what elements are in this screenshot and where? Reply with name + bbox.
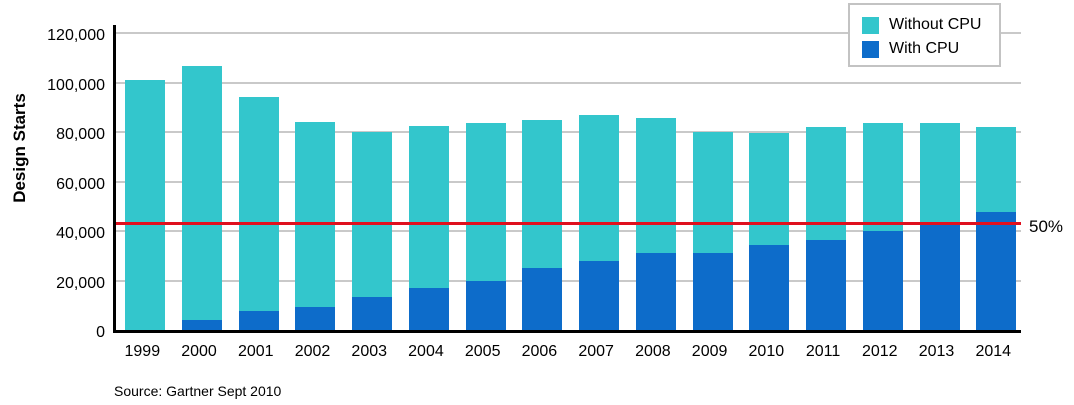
- x-tick-label-2003: 2003: [351, 343, 388, 360]
- gridline-100000: [116, 81, 1021, 84]
- x-tick-label-2007: 2007: [578, 343, 614, 360]
- bar-segment-without-cpu-2009: [692, 132, 733, 254]
- bar-segment-without-cpu-2012: [862, 123, 903, 231]
- x-tick-label-2005: 2005: [464, 343, 501, 360]
- y-tick-label-60000: 60,000: [56, 175, 105, 193]
- bar-segment-without-cpu-2008: [635, 118, 676, 254]
- bar-segment-with-cpu-2009: [692, 253, 733, 330]
- bar-segment-without-cpu-2001: [238, 97, 279, 312]
- bar-segment-without-cpu-2006: [522, 119, 563, 269]
- reference-line-50pct: [116, 221, 1021, 225]
- x-tick-label-2004: 2004: [408, 343, 444, 360]
- gridline-40000: [116, 230, 1021, 232]
- bar-segment-with-cpu-2006: [522, 268, 563, 330]
- x-tick-label-2011: 2011: [805, 343, 841, 360]
- bar-segment-with-cpu-2000: [182, 320, 223, 330]
- bar-segment-without-cpu-2002: [295, 122, 336, 307]
- y-tick-label-80000: 80,000: [56, 126, 105, 143]
- bar-segment-without-cpu-2000: [182, 66, 223, 321]
- with-cpu-swatch-icon: [862, 40, 879, 58]
- source-note: Source: Gartner Sept 2010: [114, 383, 282, 399]
- gridline-80000: [116, 131, 1021, 133]
- bar-segment-without-cpu-2011: [806, 127, 847, 240]
- bar-segment-without-cpu-1999: [125, 80, 166, 330]
- bar-segment-with-cpu-2002: [295, 306, 336, 330]
- x-tick-label-2002: 2002: [294, 343, 331, 360]
- bar-segment-without-cpu-2003: [352, 132, 393, 297]
- x-tick-label-2013: 2013: [918, 343, 955, 360]
- x-tick-label-2008: 2008: [635, 343, 671, 360]
- x-tick-label-2001: 2001: [237, 343, 274, 360]
- legend-label-with-cpu: With CPU: [889, 40, 960, 57]
- without-cpu-swatch-icon: [862, 16, 879, 34]
- reference-line-label: 50%: [1029, 216, 1064, 236]
- bar-segment-with-cpu-2001: [238, 311, 279, 330]
- y-tick-label-20000: 20,000: [56, 274, 105, 292]
- bar-segment-with-cpu-2008: [635, 253, 676, 330]
- bar-segment-without-cpu-2007: [579, 114, 620, 261]
- y-tick-label-120000: 120,000: [47, 27, 105, 44]
- bar-segment-with-cpu-2003: [352, 296, 393, 330]
- y-tick-label-40000: 40,000: [56, 225, 105, 242]
- gridline-60000: [116, 180, 1021, 183]
- bar-segment-with-cpu-2012: [862, 231, 903, 330]
- bar-segment-with-cpu-2004: [408, 287, 449, 330]
- bar-segment-without-cpu-2005: [465, 123, 506, 281]
- bar-segment-with-cpu-2014: [976, 212, 1017, 330]
- bar-segment-with-cpu-2013: [919, 224, 960, 330]
- bar-segment-without-cpu-2010: [749, 133, 790, 245]
- legend-label-without-cpu: Without CPU: [889, 16, 982, 33]
- bar-segment-without-cpu-2014: [976, 127, 1017, 213]
- x-tick-label-2009: 2009: [691, 343, 728, 360]
- legend-item-without-cpu: Without CPU: [862, 14, 999, 36]
- plot-area: [113, 25, 1021, 333]
- bar-segment-with-cpu-2011: [806, 239, 847, 330]
- x-tick-label-2010: 2010: [748, 343, 785, 360]
- legend-item-with-cpu: With CPU: [862, 38, 999, 60]
- gridline-120000: [116, 32, 1021, 34]
- y-tick-label-100000: 100,000: [47, 76, 105, 94]
- x-tick-label-2006: 2006: [521, 343, 558, 360]
- x-tick-label-2014: 2014: [975, 343, 1012, 360]
- legend: Without CPU With CPU: [848, 3, 1001, 67]
- x-tick-label-1999: 1999: [124, 343, 161, 360]
- x-tick-label-2000: 2000: [181, 343, 217, 360]
- bar-segment-with-cpu-2010: [749, 244, 790, 330]
- bar-segment-without-cpu-2004: [408, 125, 449, 288]
- y-tick-label-0: 0: [96, 324, 105, 341]
- bar-segment-with-cpu-2005: [465, 280, 506, 330]
- y-axis-title: Design Starts: [10, 93, 29, 203]
- gridline-20000: [116, 279, 1021, 282]
- bar-segment-with-cpu-2007: [579, 260, 620, 330]
- x-tick-label-2012: 2012: [861, 343, 898, 360]
- bar-segment-without-cpu-2013: [919, 123, 960, 225]
